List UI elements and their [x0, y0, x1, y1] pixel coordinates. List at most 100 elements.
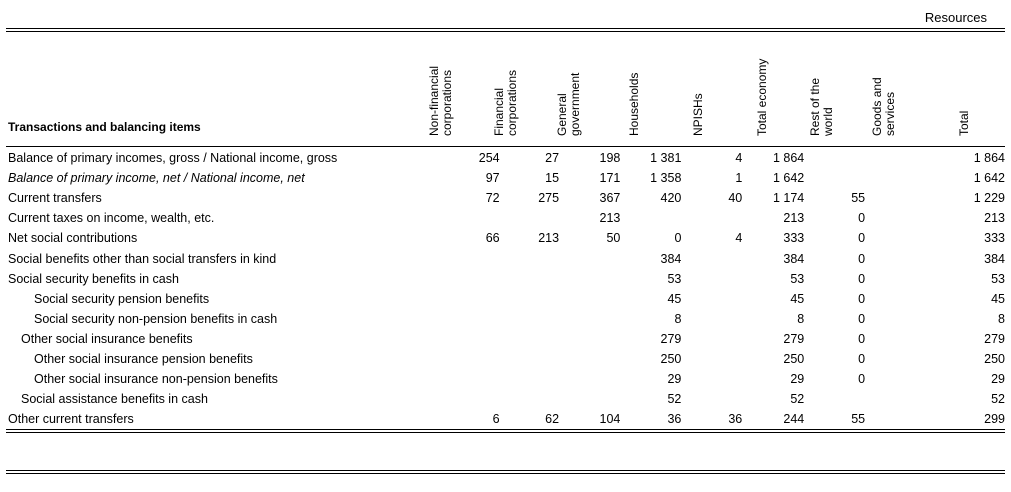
cell-general-government: 213 [599, 211, 621, 226]
cell-general-government: 198 [599, 151, 621, 166]
cell-rest-of-the-world: 55 [851, 412, 866, 427]
cell-rest-of-the-world: 0 [858, 211, 866, 226]
cell-total: 299 [984, 412, 1005, 427]
table-row: Social assistance benefits in cash 52 52 52 [6, 389, 1005, 409]
data-table: Balance of primary incomes, gross / Nati… [6, 148, 1005, 429]
cell-goods-and-services [865, 248, 923, 268]
cell-households: 53 [667, 271, 682, 286]
cell-non-financial-corporations [442, 309, 500, 329]
cell-financial-corporations [500, 208, 559, 228]
cell-households: 36 [667, 412, 682, 427]
row-label: Other social insurance non-pension benef… [34, 372, 278, 387]
cell-households: 250 [660, 351, 682, 366]
cell-total-economy: 1 864 [772, 151, 805, 166]
cell-financial-corporations [500, 269, 559, 289]
top-rule [6, 28, 1005, 29]
cell-households: 0 [674, 231, 682, 246]
row-label: Social security pension benefits [34, 291, 210, 306]
cell-total: 1 864 [973, 151, 1005, 166]
cell-general-government [559, 369, 620, 389]
column-header-5-line-1: NPISHs [691, 93, 705, 136]
cell-households: 384 [660, 251, 682, 266]
row-label: Social benefits other than social transf… [8, 251, 277, 266]
row-label: Balance of primary income, net / Nationa… [8, 171, 305, 186]
cell-general-government [559, 248, 620, 268]
row-label: Balance of primary incomes, gross / Nati… [8, 151, 338, 166]
table-row: Other current transfers 6 62 104 36 36 244 55 29… [6, 409, 1005, 429]
table-row: Other social insurance pension benefits 2… [6, 349, 1005, 369]
row-label: Social assistance benefits in cash [21, 392, 208, 407]
cell-non-financial-corporations [442, 208, 500, 228]
cell-total: 279 [984, 331, 1005, 346]
cell-goods-and-services [865, 168, 923, 188]
cell-total-economy: 250 [783, 351, 805, 366]
bottom-rule [6, 429, 1005, 430]
cell-financial-corporations: 275 [538, 191, 560, 206]
table-row: Other social insurance benefits 279 279 0 27… [6, 329, 1005, 349]
top-rule-2 [6, 31, 1005, 32]
cell-general-government: 104 [599, 412, 621, 427]
cell-general-government [559, 309, 620, 329]
cell-financial-corporations [500, 289, 559, 309]
cell-npishs [681, 309, 742, 329]
cell-total: 1 229 [973, 191, 1005, 206]
cell-total-economy: 279 [783, 331, 805, 346]
cell-rest-of-the-world: 0 [858, 271, 866, 286]
cell-goods-and-services [865, 349, 923, 369]
row-label: Social security non-pension benefits in … [34, 311, 278, 326]
cell-financial-corporations: 62 [545, 412, 560, 427]
cell-general-government: 171 [599, 171, 621, 186]
cell-goods-and-services [865, 409, 923, 429]
cell-npishs [681, 329, 742, 349]
cell-non-financial-corporations [442, 329, 500, 349]
cell-households [620, 208, 681, 228]
row-label: Current taxes on income, wealth, etc. [8, 211, 215, 226]
cell-non-financial-corporations: 66 [485, 231, 500, 246]
cell-general-government [559, 349, 620, 369]
cell-total-economy: 384 [783, 251, 805, 266]
cell-rest-of-the-world [804, 168, 865, 188]
cell-total: 8 [998, 311, 1005, 326]
cell-goods-and-services [865, 188, 923, 208]
row-label: Other social insurance benefits [21, 331, 193, 346]
cell-households: 52 [667, 392, 682, 407]
resources-label: Resources [924, 10, 987, 25]
row-label: Current transfers [8, 191, 102, 206]
cell-households: 29 [667, 372, 682, 387]
cell-total: 213 [984, 211, 1005, 226]
cell-npishs [681, 289, 742, 309]
cell-goods-and-services [865, 309, 923, 329]
row-label: Other social insurance pension benefits [34, 351, 253, 366]
table-row: Balance of primary income, net / Nationa… [6, 168, 1005, 188]
bottom-rule-2 [6, 432, 1005, 433]
cell-total: 53 [991, 271, 1005, 286]
cell-rest-of-the-world: 55 [851, 191, 866, 206]
cell-financial-corporations [500, 389, 559, 409]
cell-households: 420 [660, 191, 682, 206]
cell-goods-and-services [865, 148, 923, 168]
cell-goods-and-services [865, 228, 923, 248]
cell-non-financial-corporations: 72 [485, 191, 500, 206]
cell-financial-corporations [500, 309, 559, 329]
cell-goods-and-services [865, 369, 923, 389]
cell-npishs [681, 208, 742, 228]
cell-non-financial-corporations [442, 289, 500, 309]
cell-general-government [559, 269, 620, 289]
cell-financial-corporations: 15 [545, 171, 560, 186]
cell-non-financial-corporations [442, 349, 500, 369]
cell-households: 279 [660, 331, 682, 346]
cell-non-financial-corporations [442, 369, 500, 389]
row-label: Net social contributions [8, 231, 138, 246]
column-header-3-line-2: government [568, 72, 582, 136]
table-row: Other social insurance non-pension benef… [6, 369, 1005, 389]
cell-rest-of-the-world [804, 389, 865, 409]
cell-total-economy: 213 [783, 211, 805, 226]
column-header-4-line-1: Households [627, 72, 641, 136]
column-header-6-line-1: Total economy [755, 58, 769, 136]
cell-npishs: 4 [735, 151, 743, 166]
column-header-8-line-2: services [883, 91, 897, 136]
cell-non-financial-corporations [442, 248, 500, 268]
cell-general-government: 367 [599, 191, 621, 206]
cell-financial-corporations [500, 248, 559, 268]
cell-total-economy: 244 [783, 412, 805, 427]
